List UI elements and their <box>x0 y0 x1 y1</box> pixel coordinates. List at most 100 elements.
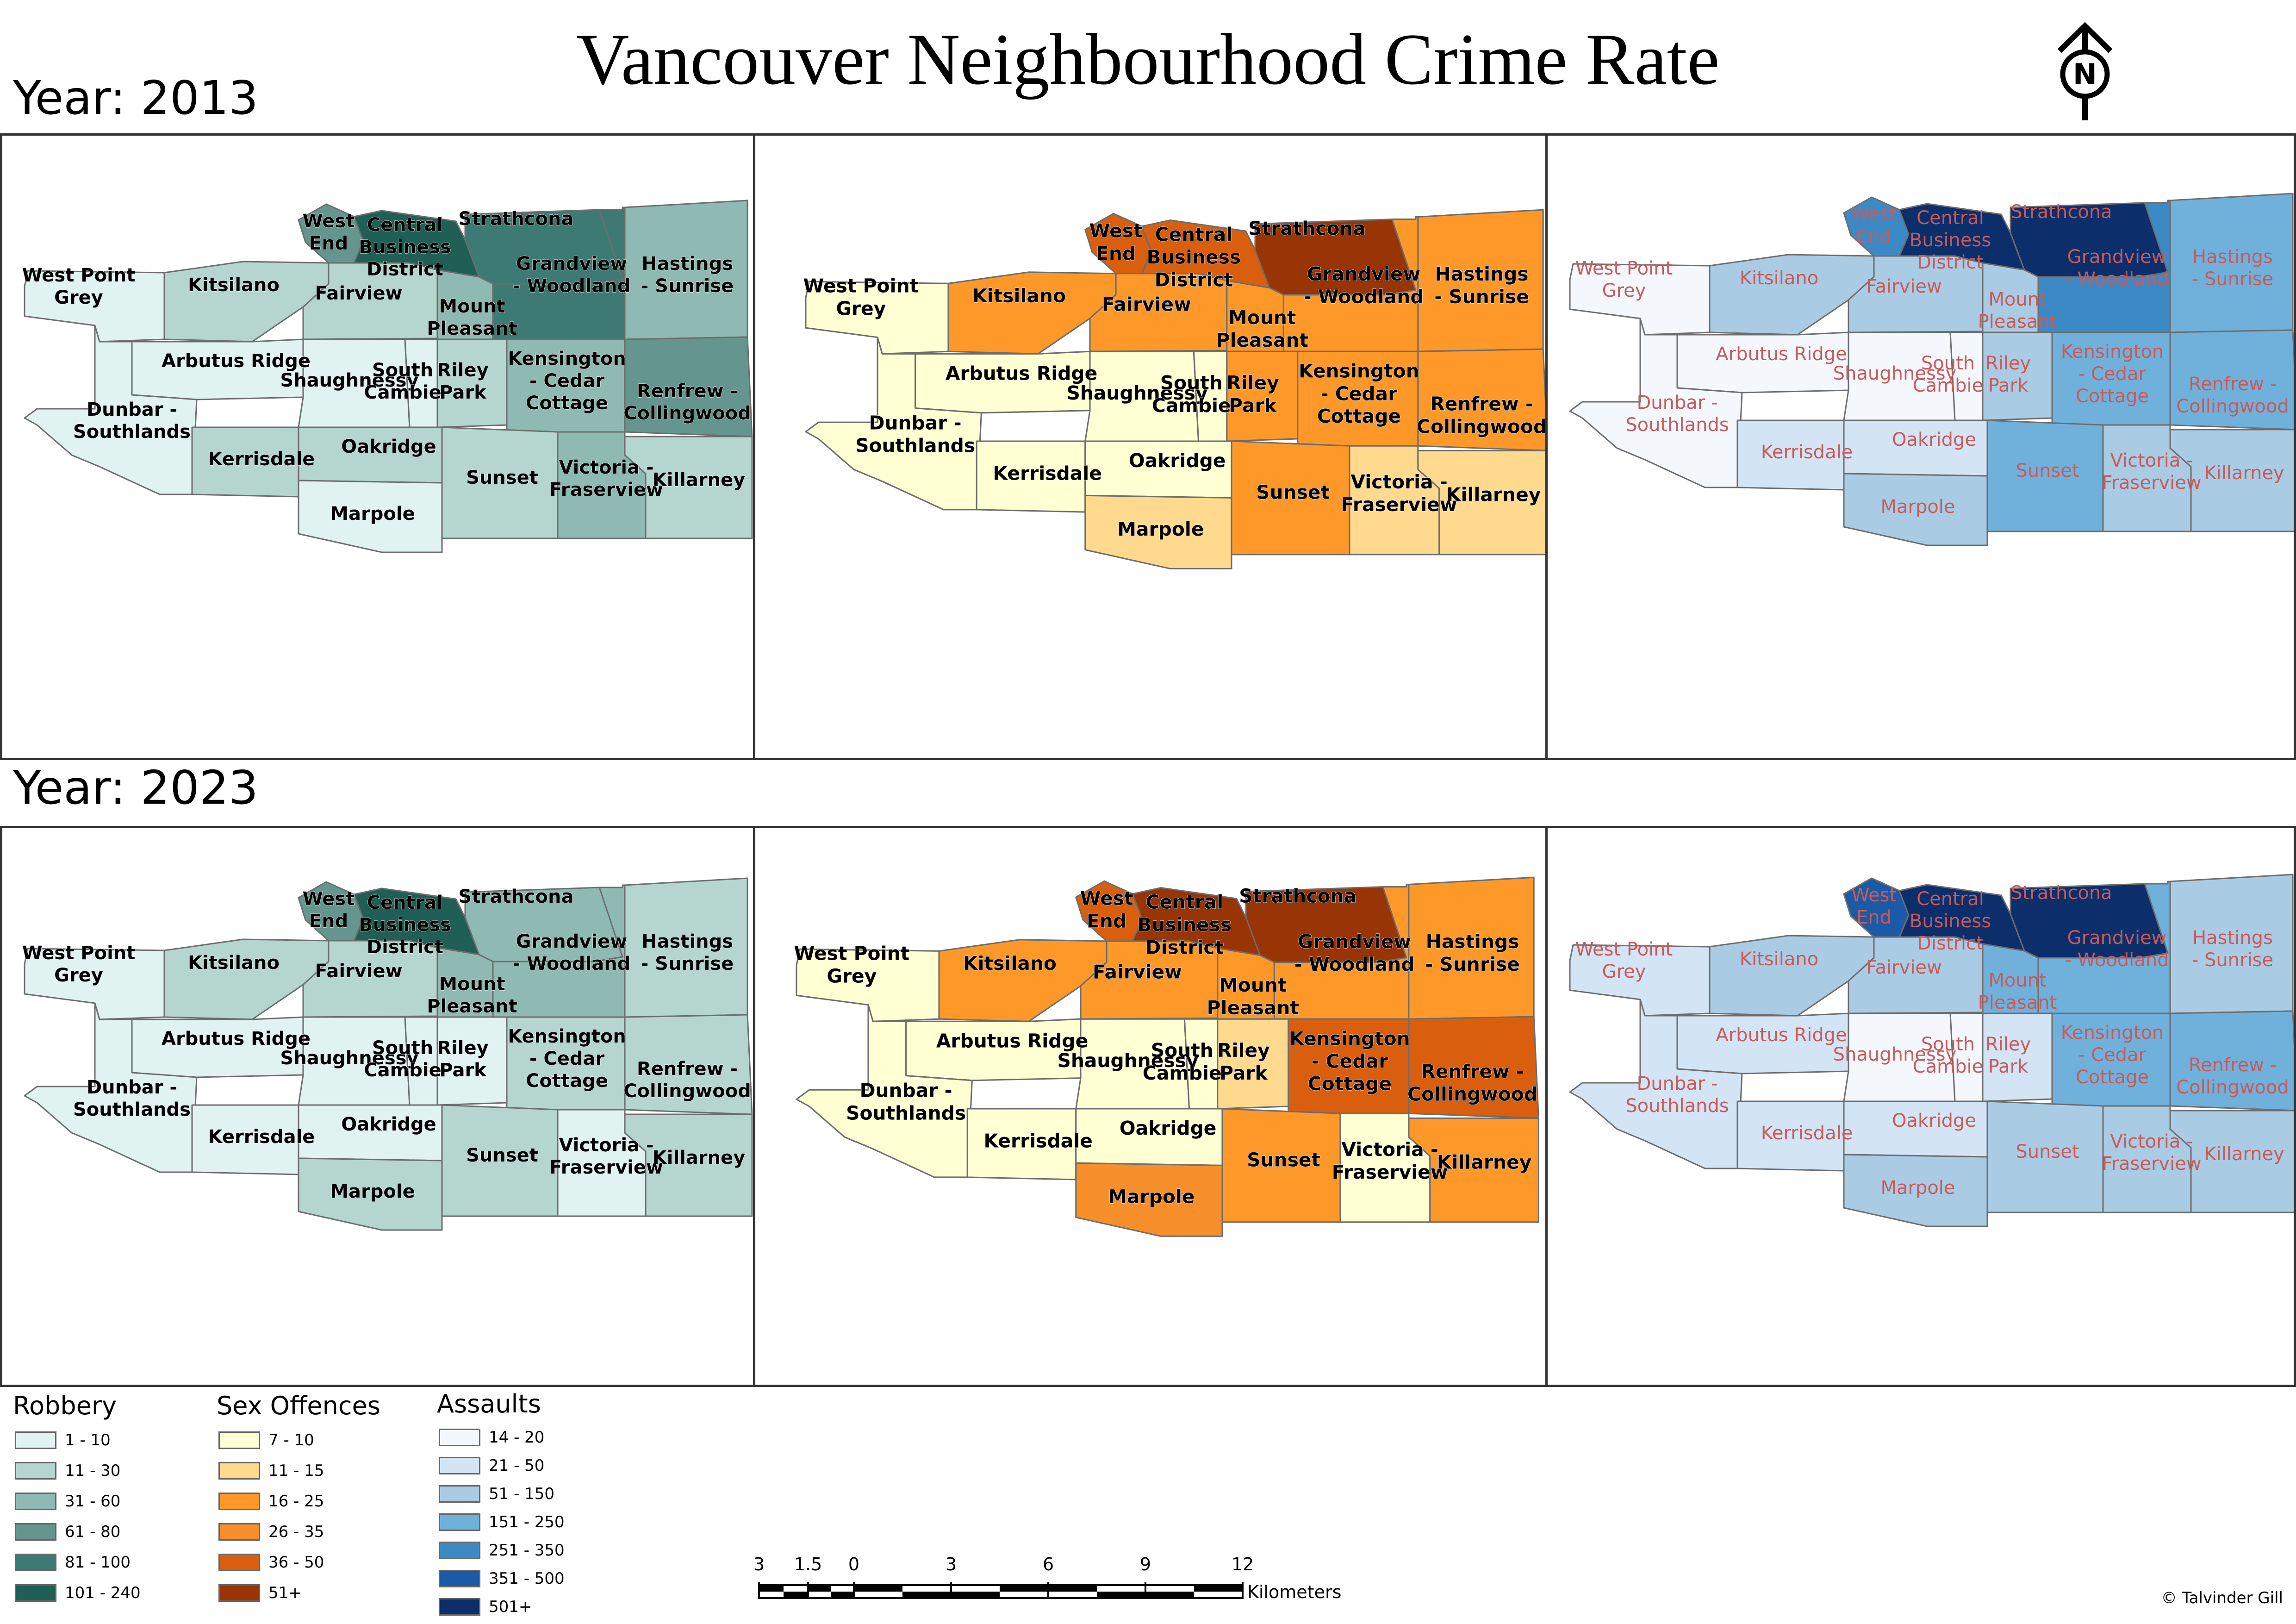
label-victoria-fraserview: Victoria -Fraserview <box>549 1135 663 1178</box>
label-line: West Point <box>1575 258 1673 279</box>
label-line: Kensington <box>508 348 626 369</box>
label-line: South <box>1921 353 1975 374</box>
label-line: Dunbar - <box>87 399 177 420</box>
legend-swatch <box>439 1598 480 1616</box>
legend-swatch <box>15 1584 56 1602</box>
legend-swatch <box>218 1431 260 1449</box>
legend-swatch <box>439 1485 480 1503</box>
region-killarney <box>624 1113 753 1217</box>
label-fairview: Fairview <box>1093 961 1182 983</box>
label-south-cambie: South Cambie <box>1152 372 1231 417</box>
label-line: Kensington <box>2061 341 2164 362</box>
label-shaughnessy: Shaughnessy <box>280 370 418 391</box>
label-central-business-district: Central Business District <box>1147 224 1241 291</box>
label-line: Business <box>359 914 451 936</box>
label-oakridge: Oakridge <box>1120 1117 1217 1139</box>
region-marpole <box>1084 494 1232 569</box>
label-line: Shaughnessy <box>1066 382 1207 404</box>
label-line: South <box>372 360 433 381</box>
label-victoria-fraserview: Victoria -Fraserview <box>1332 1138 1448 1183</box>
label-central-business-district: Central Business District <box>359 892 451 958</box>
label-line: Sunset <box>466 467 538 488</box>
label-line: Cottage <box>526 1070 608 1092</box>
map-2013-sex-offences: West Point Grey Kitsilano Fairview West End Ce… <box>753 133 1548 760</box>
label-line: Oakridge <box>1892 429 1976 450</box>
label-central-business-district: Central Business District <box>1910 207 1991 273</box>
label-killarney: Killarney <box>1446 484 1541 506</box>
label-line: Renfrew - <box>2189 374 2277 395</box>
label-line: Hastings <box>641 253 733 275</box>
label-line: End <box>1856 226 1892 247</box>
label-line: Sunset <box>1247 1149 1320 1171</box>
label-line: Dunbar - <box>1637 1073 1718 1094</box>
scale-tick-label: 1.5 <box>794 1554 822 1574</box>
label-renfrew-collingwood: Renfrew -Collingwood <box>2176 1055 2289 1098</box>
label-line: Fairview <box>1866 276 1942 297</box>
region-killarney <box>624 436 753 539</box>
label-line: Cambie <box>1913 1056 1984 1077</box>
legend-range-label: 31 - 60 <box>65 1492 121 1511</box>
label-victoria-fraserview: Victoria -Fraserview <box>1341 471 1457 516</box>
label-killarney: Killarney <box>653 469 746 491</box>
label-line: Kerrisdale <box>208 1126 315 1148</box>
label-marpole: Marpole <box>1108 1186 1195 1208</box>
label-line: Central <box>367 892 443 913</box>
label-line: Shaughnessy <box>1057 1049 1198 1072</box>
label-line: Collingwood <box>623 1081 751 1102</box>
legend-range-label: 26 - 35 <box>268 1523 324 1541</box>
legend-range-label: 81 - 100 <box>65 1553 131 1572</box>
label-line: West Point <box>1575 939 1673 960</box>
legend-swatch <box>439 1513 480 1531</box>
label-line: Marpole <box>1117 518 1204 540</box>
label-line: District <box>1145 936 1224 958</box>
label-line: Mount <box>439 974 505 995</box>
label-kerrisdale: Kerrisdale <box>208 1126 315 1148</box>
label-line: Collingwood <box>1407 1083 1537 1106</box>
credit: © Talvinder Gill <box>2161 1589 2283 1607</box>
label-riley-park: Riley Park <box>1985 1034 2031 1077</box>
label-line: Park <box>439 1060 487 1081</box>
label-line: - Cedar <box>2078 363 2147 385</box>
label-line: Grandview <box>516 253 628 275</box>
label-line: Sunset <box>2016 1141 2079 1162</box>
label-west-point-grey: West Point Grey <box>794 943 909 987</box>
label-line: Fairview <box>315 961 402 982</box>
label-riley-park: Riley Park <box>1985 353 2031 396</box>
label-central-business-district: Central Business District <box>1138 891 1232 959</box>
region-renfrew-collingwood <box>2169 329 2294 431</box>
label-line: - Cedar <box>529 370 605 392</box>
label-line: Grey <box>836 298 886 320</box>
legend-range-label: 11 - 30 <box>65 1462 121 1480</box>
label-line: South <box>1160 372 1223 394</box>
label-line: - Sunrise <box>2192 949 2273 971</box>
label-line: West Point <box>22 265 136 286</box>
label-line: Kitsilano <box>188 952 280 974</box>
label-line: Kitsilano <box>188 275 280 296</box>
label-line: Victoria - <box>559 1135 653 1156</box>
label-line: Mount <box>1219 974 1287 996</box>
label-line: Cambie <box>364 382 442 403</box>
label-line: Fairview <box>1102 293 1191 315</box>
map-2023-sex-offences: West Point Grey Kitsilano Fairview West End Ce… <box>753 826 1548 1387</box>
label-victoria-fraserview: Victoria -Fraserview <box>2102 450 2201 493</box>
label-line: West <box>1080 887 1133 909</box>
label-hastings-sunrise: Hastings - Sunrise <box>1425 931 1520 975</box>
legend-robbery: Robbery 1 - 10 11 - 30 31 - 60 61 - 80 81 - 1… <box>13 1393 141 1602</box>
north-arrow-letter: N <box>2073 57 2097 91</box>
label-west-point-grey: West Point Grey <box>22 943 136 986</box>
label-sunset: Sunset <box>2016 460 2079 481</box>
label-line: Cottage <box>2076 1067 2149 1088</box>
label-fairview: Fairview <box>315 961 402 982</box>
label-line: Southlands <box>855 434 975 456</box>
label-line: Oakridge <box>341 1114 436 1135</box>
label-line: West <box>1851 885 1897 906</box>
legend-swatch <box>218 1462 260 1480</box>
label-line: District <box>1155 269 1233 291</box>
label-line: Renfrew - <box>637 1058 738 1080</box>
map-2023-assaults: West Point Grey Kitsilano Fairview West End Ce… <box>1545 826 2296 1387</box>
label-line: Renfrew - <box>2189 1055 2277 1076</box>
scale-tick-label: 0 <box>848 1554 859 1574</box>
label-riley-park: Riley Park <box>1217 1039 1270 1084</box>
label-riley-park: Riley Park <box>437 360 488 403</box>
region-dunbar-southlands <box>1569 999 1743 1169</box>
